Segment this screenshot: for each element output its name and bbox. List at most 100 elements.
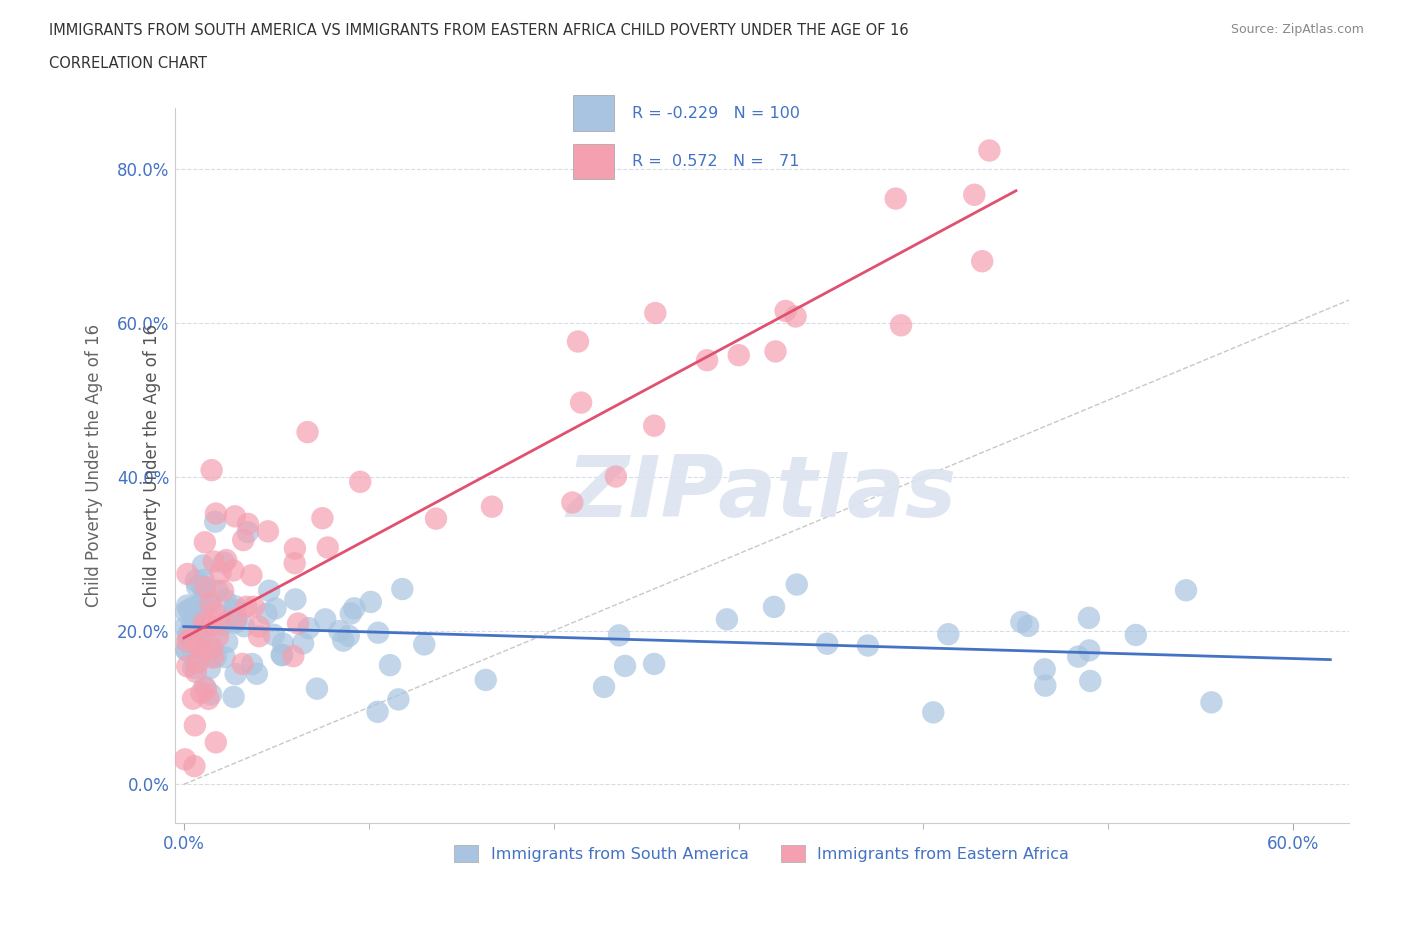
Point: [193, 679, 215, 694]
Point: [181, 641, 204, 656]
Point: [775, 303, 797, 318]
Point: [337, 629, 360, 644]
Point: [208, 613, 231, 628]
Point: [205, 506, 228, 521]
Point: [176, 643, 198, 658]
Point: [1067, 649, 1090, 664]
Point: [256, 606, 278, 621]
Point: [378, 658, 401, 672]
Point: [922, 705, 945, 720]
Point: [314, 612, 336, 627]
Point: [349, 474, 371, 489]
Text: ZIPatlas: ZIPatlas: [567, 453, 957, 536]
Point: [184, 665, 207, 680]
Point: [191, 558, 214, 573]
Point: [217, 634, 239, 649]
Point: [257, 524, 280, 538]
Point: [187, 655, 209, 670]
Point: [214, 650, 236, 665]
Point: [716, 612, 738, 627]
Point: [222, 689, 245, 704]
Point: [201, 642, 224, 657]
Point: [194, 682, 217, 697]
Point: [247, 619, 270, 634]
Y-axis label: Child Poverty Under the Age of 16: Child Poverty Under the Age of 16: [142, 324, 160, 607]
Point: [1175, 583, 1198, 598]
Text: R =  0.572   N =   71: R = 0.572 N = 71: [631, 153, 800, 168]
Point: [727, 348, 749, 363]
Point: [224, 509, 246, 524]
Point: [240, 657, 263, 671]
Point: [190, 685, 212, 700]
Point: [284, 541, 307, 556]
Point: [205, 649, 228, 664]
Point: [207, 583, 229, 598]
Point: [235, 599, 257, 614]
Point: [765, 344, 787, 359]
Point: [1010, 615, 1032, 630]
Point: [298, 620, 321, 635]
Point: [240, 568, 263, 583]
Point: [198, 661, 221, 676]
Point: [785, 309, 807, 324]
Point: [425, 512, 447, 526]
Point: [174, 752, 197, 767]
Point: [257, 583, 280, 598]
Point: [979, 143, 1001, 158]
Y-axis label: Child Poverty Under the Age of 16: Child Poverty Under the Age of 16: [86, 324, 103, 607]
Point: [287, 616, 309, 631]
Point: [367, 625, 389, 640]
Point: [1017, 618, 1039, 633]
Point: [180, 631, 202, 646]
Point: [190, 626, 212, 641]
Point: [184, 718, 207, 733]
Point: [181, 616, 204, 631]
Point: [191, 593, 214, 608]
Text: IMMIGRANTS FROM SOUTH AMERICA VS IMMIGRANTS FROM EASTERN AFRICA CHILD POVERTY UN: IMMIGRANTS FROM SOUTH AMERICA VS IMMIGRA…: [49, 23, 908, 38]
Point: [176, 643, 198, 658]
Point: [236, 525, 259, 539]
Point: [194, 579, 217, 594]
Point: [643, 657, 665, 671]
Point: [264, 601, 287, 616]
Point: [283, 649, 305, 664]
Point: [225, 611, 247, 626]
Point: [184, 615, 207, 630]
Point: [181, 691, 204, 706]
Point: [1033, 678, 1056, 693]
Point: [936, 627, 959, 642]
Point: [233, 618, 256, 633]
Point: [236, 516, 259, 531]
Point: [222, 563, 245, 578]
Point: [209, 565, 232, 580]
Point: [316, 540, 339, 555]
Point: [198, 636, 221, 651]
Point: [1033, 662, 1056, 677]
Point: [176, 634, 198, 649]
Point: [343, 601, 366, 616]
Text: R = -0.229   N = 100: R = -0.229 N = 100: [631, 106, 800, 121]
Point: [284, 591, 307, 606]
Legend: Immigrants from South America, Immigrants from Eastern Africa: Immigrants from South America, Immigrant…: [447, 839, 1076, 869]
Point: [224, 603, 246, 618]
Point: [174, 620, 197, 635]
Point: [204, 514, 226, 529]
Point: [177, 603, 200, 618]
Point: [184, 573, 207, 588]
Point: [197, 691, 219, 706]
Point: [271, 636, 294, 651]
Point: [242, 599, 264, 614]
Point: [284, 556, 307, 571]
Point: [194, 599, 217, 614]
Point: [174, 604, 197, 619]
Point: [367, 704, 389, 719]
Point: [643, 418, 665, 433]
Point: [190, 644, 212, 658]
Point: [176, 629, 198, 644]
Point: [187, 637, 209, 652]
Point: [201, 463, 224, 478]
Point: [184, 638, 207, 653]
Point: [328, 624, 350, 639]
Point: [297, 425, 319, 440]
Point: [561, 495, 583, 510]
